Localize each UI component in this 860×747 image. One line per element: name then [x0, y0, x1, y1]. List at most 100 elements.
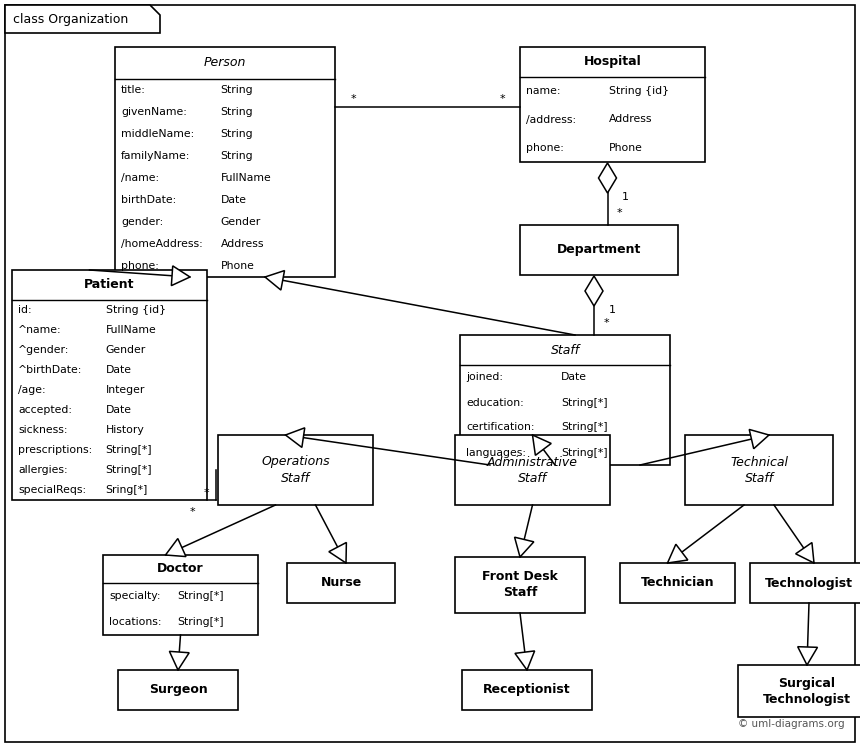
Text: languages:: languages:: [466, 447, 526, 457]
Text: *: *: [203, 488, 209, 498]
Text: joined:: joined:: [466, 373, 503, 382]
Bar: [103, 555, 258, 635]
Text: 1: 1: [609, 305, 616, 315]
Bar: [455, 557, 585, 613]
Text: Gender: Gender: [106, 345, 146, 355]
Text: middleName:: middleName:: [121, 129, 194, 139]
Text: id:: id:: [18, 305, 32, 315]
Text: name:: name:: [526, 86, 561, 96]
Text: FullName: FullName: [221, 173, 272, 183]
Text: specialReqs:: specialReqs:: [18, 485, 86, 495]
Bar: [620, 563, 735, 603]
Text: Nurse: Nurse: [321, 577, 361, 589]
Polygon shape: [286, 428, 304, 447]
Text: /homeAddress:: /homeAddress:: [121, 239, 203, 249]
Text: String {id}: String {id}: [609, 86, 669, 96]
Text: Technologist: Technologist: [765, 577, 853, 589]
Text: String[*]: String[*]: [106, 445, 152, 455]
Text: String {id}: String {id}: [106, 305, 166, 315]
Text: *: *: [603, 318, 609, 328]
Text: String[*]: String[*]: [561, 397, 607, 408]
Bar: [118, 670, 238, 710]
Text: Surgeon: Surgeon: [149, 684, 207, 696]
Polygon shape: [585, 276, 603, 306]
Text: Patient: Patient: [84, 279, 135, 291]
Bar: [287, 563, 395, 603]
Polygon shape: [265, 270, 285, 290]
Text: FullName: FullName: [106, 325, 157, 335]
Polygon shape: [532, 435, 551, 456]
Polygon shape: [514, 537, 534, 557]
Text: Administrative
Staff: Administrative Staff: [487, 456, 578, 485]
Text: Date: Date: [106, 365, 132, 375]
Text: Department: Department: [556, 244, 642, 256]
Text: class Organization: class Organization: [13, 13, 128, 26]
Bar: [750, 563, 860, 603]
Text: Doctor: Doctor: [157, 562, 204, 575]
Text: birthDate:: birthDate:: [121, 195, 176, 205]
Text: 1: 1: [622, 192, 629, 202]
Text: *: *: [189, 507, 195, 517]
Text: String: String: [221, 85, 253, 95]
Text: Date: Date: [221, 195, 247, 205]
Text: sickness:: sickness:: [18, 425, 67, 435]
Polygon shape: [5, 5, 160, 33]
Text: phone:: phone:: [526, 143, 564, 153]
Polygon shape: [515, 651, 535, 670]
Text: /age:: /age:: [18, 385, 46, 395]
Text: Staff: Staff: [550, 344, 580, 356]
Text: Technical
Staff: Technical Staff: [730, 456, 788, 485]
Text: givenName:: givenName:: [121, 107, 187, 117]
Text: Surgical
Technologist: Surgical Technologist: [763, 677, 851, 705]
Text: phone:: phone:: [121, 261, 159, 271]
Text: gender:: gender:: [121, 217, 163, 227]
Text: String[*]: String[*]: [106, 465, 152, 475]
Polygon shape: [169, 651, 189, 670]
Text: String[*]: String[*]: [177, 617, 224, 627]
Bar: [462, 670, 592, 710]
Text: Sring[*]: Sring[*]: [106, 485, 148, 495]
Bar: [520, 225, 678, 275]
Text: Operations
Staff: Operations Staff: [261, 456, 330, 485]
Text: String: String: [221, 107, 253, 117]
Text: *: *: [499, 94, 505, 104]
Text: Receptionist: Receptionist: [483, 684, 571, 696]
Text: String[*]: String[*]: [561, 447, 607, 457]
Polygon shape: [667, 545, 688, 563]
Bar: [738, 665, 860, 717]
Bar: [460, 335, 670, 465]
Bar: [218, 435, 373, 505]
Text: History: History: [106, 425, 144, 435]
Polygon shape: [165, 539, 186, 557]
Text: prescriptions:: prescriptions:: [18, 445, 92, 455]
Text: String: String: [221, 129, 253, 139]
Text: Person: Person: [204, 57, 246, 69]
Text: /name:: /name:: [121, 173, 159, 183]
Polygon shape: [798, 647, 818, 665]
Bar: [520, 47, 705, 162]
Bar: [12, 270, 207, 500]
Text: © uml-diagrams.org: © uml-diagrams.org: [739, 719, 845, 729]
Polygon shape: [329, 542, 347, 563]
Bar: [455, 435, 610, 505]
Polygon shape: [796, 542, 814, 563]
Text: Date: Date: [561, 373, 587, 382]
Text: Phone: Phone: [221, 261, 255, 271]
Text: *: *: [350, 94, 356, 104]
Text: Date: Date: [106, 405, 132, 415]
Text: Address: Address: [609, 114, 652, 125]
Text: education:: education:: [466, 397, 524, 408]
Polygon shape: [171, 266, 190, 285]
Text: locations:: locations:: [109, 617, 162, 627]
Text: *: *: [617, 208, 623, 218]
Bar: [685, 435, 833, 505]
Polygon shape: [749, 430, 769, 449]
Text: Integer: Integer: [106, 385, 145, 395]
Text: familyName:: familyName:: [121, 151, 190, 161]
Text: /address:: /address:: [526, 114, 576, 125]
Text: Technician: Technician: [641, 577, 715, 589]
Text: accepted:: accepted:: [18, 405, 72, 415]
Text: Gender: Gender: [221, 217, 261, 227]
Text: String[*]: String[*]: [177, 591, 224, 601]
Text: ^name:: ^name:: [18, 325, 62, 335]
